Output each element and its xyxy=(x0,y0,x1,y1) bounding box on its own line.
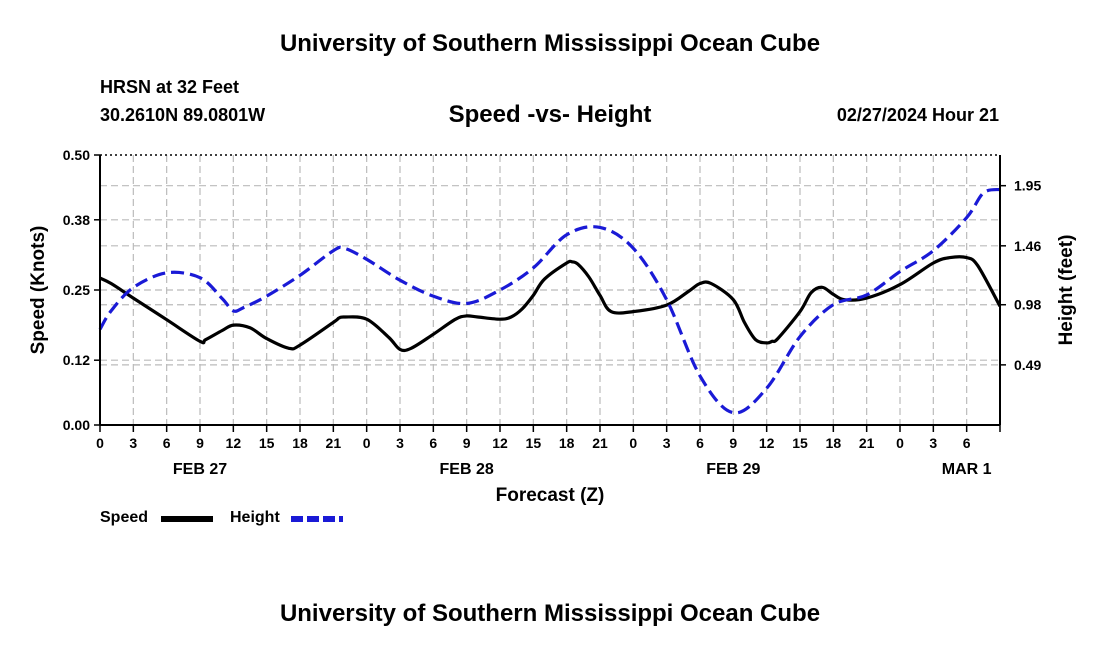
x-date-label: MAR 1 xyxy=(942,461,992,478)
x-date-label: FEB 27 xyxy=(173,461,227,478)
footer-title: University of Southern Mississippi Ocean… xyxy=(279,600,821,627)
x-tick-label: 6 xyxy=(963,435,971,451)
x-tick-label: 15 xyxy=(526,435,542,451)
x-tick-label: 0 xyxy=(96,435,104,451)
x-tick-label: 6 xyxy=(429,435,437,451)
x-tick-label: 12 xyxy=(759,435,775,451)
x-tick-label: 9 xyxy=(463,435,471,451)
y-tick-label-left: 0.50 xyxy=(63,147,90,163)
y-tick-label-right: 0.49 xyxy=(1014,357,1041,373)
y-tick-label-right: 0.98 xyxy=(1014,297,1041,313)
y-axis-title-right: Height (feet) xyxy=(1056,235,1077,346)
x-tick-label: 15 xyxy=(792,435,808,451)
x-date-label: FEB 28 xyxy=(440,461,494,478)
legend-speed-label: Speed xyxy=(100,509,149,526)
x-tick-label: 9 xyxy=(196,435,204,451)
x-tick-label: 6 xyxy=(163,435,171,451)
x-date-label: FEB 29 xyxy=(706,461,760,478)
x-tick-label: 3 xyxy=(396,435,404,451)
x-tick-label: 0 xyxy=(363,435,371,451)
x-tick-label: 12 xyxy=(492,435,508,451)
y-tick-label-left: 0.00 xyxy=(63,417,90,433)
y-tick-label-left: 0.25 xyxy=(63,282,90,298)
x-tick-label: 9 xyxy=(729,435,737,451)
x-axis-title: Forecast (Z) xyxy=(496,485,605,506)
y-tick-label-left: 0.12 xyxy=(63,352,90,368)
plot-area xyxy=(98,187,1002,415)
legend-height-label: Height xyxy=(230,509,280,526)
x-tick-label: 18 xyxy=(292,435,308,451)
x-tick-label: 0 xyxy=(896,435,904,451)
chart-title: Speed -vs- Height xyxy=(448,101,652,128)
x-tick-label: 0 xyxy=(629,435,637,451)
page-title: University of Southern Mississippi Ocean… xyxy=(279,30,821,57)
x-tick-label: 15 xyxy=(259,435,275,451)
height-series-line xyxy=(98,187,1001,415)
timestamp-label: 02/27/2024 Hour 21 xyxy=(836,105,999,125)
x-tick-label: 21 xyxy=(592,435,608,451)
legend-speed-swatch xyxy=(161,516,213,522)
coordinates-label: 30.2610N 89.0801W xyxy=(100,105,266,125)
speed-series-line xyxy=(99,255,1002,353)
y-axis-title-left: Speed (Knots) xyxy=(28,226,49,355)
x-tick-label: 6 xyxy=(696,435,704,451)
station-label: HRSN at 32 Feet xyxy=(100,77,240,97)
x-tick-label: 3 xyxy=(663,435,671,451)
y-tick-label-left: 0.38 xyxy=(63,212,90,228)
legend-height-swatch xyxy=(291,516,343,522)
x-tick-label: 18 xyxy=(559,435,575,451)
x-tick-label: 21 xyxy=(326,435,342,451)
x-tick-label: 12 xyxy=(226,435,242,451)
grid xyxy=(100,154,1000,425)
axes: 0 3 6 9 12 15 18 21 0 3 6 9 12 15 18 21 0 3 6 9 12 15 18 21 0 3 6F… xyxy=(28,147,1077,506)
y-tick-label-right: 1.46 xyxy=(1014,238,1041,254)
x-tick-label: 21 xyxy=(859,435,875,451)
x-tick-label: 18 xyxy=(826,435,842,451)
y-tick-label-right: 1.95 xyxy=(1014,178,1041,194)
x-tick-label: 3 xyxy=(129,435,137,451)
x-tick-label: 3 xyxy=(929,435,937,451)
